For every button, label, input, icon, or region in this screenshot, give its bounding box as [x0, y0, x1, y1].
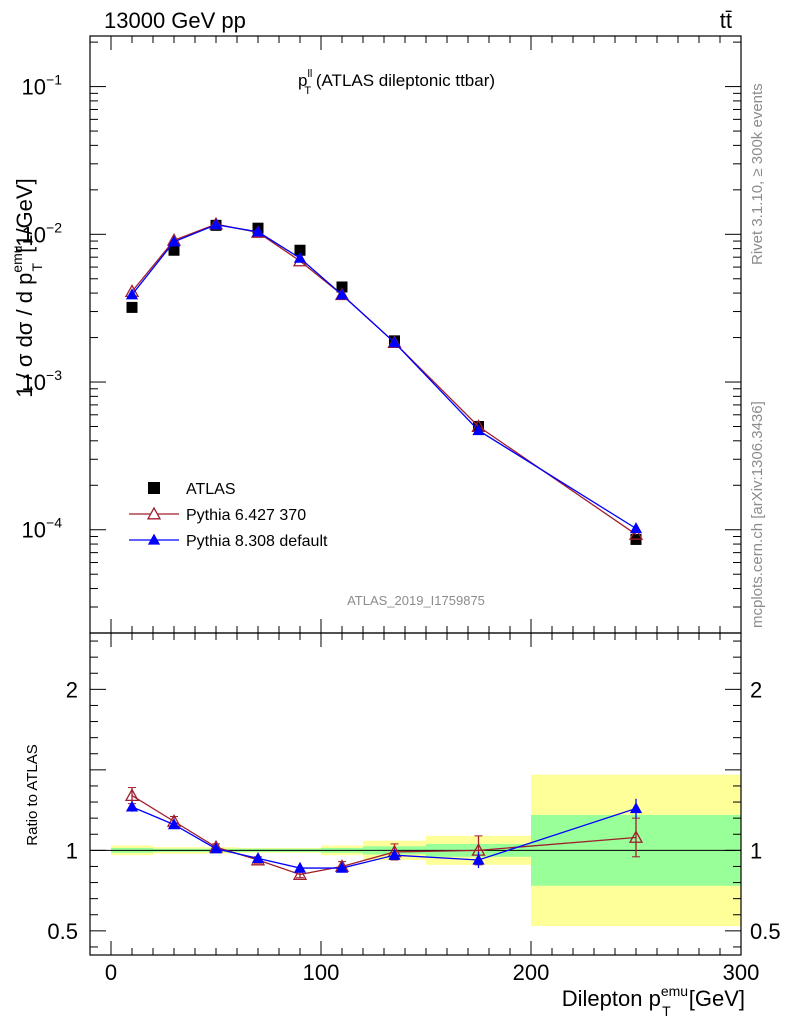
ratio-y-tick-label-left: 0.5 — [47, 919, 78, 944]
ratio-pythia8-point — [167, 818, 181, 830]
legend-pythia6-marker — [146, 506, 162, 520]
ratio-pythia6-point — [292, 867, 308, 880]
ratio-pythia8-point — [472, 853, 485, 865]
pythia8-point — [293, 251, 307, 263]
x-axis-label-rest: [GeV] — [683, 986, 745, 1011]
ratio-pythia8-point — [388, 848, 401, 860]
header-left: 13000 GeV pp — [104, 8, 246, 33]
ratio-y-tick-label-left: 1 — [66, 838, 78, 863]
x-axis-label-sup: emu — [661, 983, 688, 999]
legend-label: Pythia 6.427 370 — [186, 507, 306, 524]
x-axis-label-sub: T — [662, 1003, 671, 1019]
ratio-panel: Ratio to ATLAS Dilepton pemu T [GeV] 0 100… — [24, 632, 781, 1019]
legend-label: ATLAS — [186, 481, 236, 498]
x-tick-label: 200 — [513, 960, 550, 985]
ratio-pythia8-point — [125, 800, 139, 812]
ratio-y-tick-label-right: 2 — [750, 677, 762, 702]
main-title-sup: ll — [307, 68, 312, 80]
pythia8-point — [388, 336, 401, 348]
ratio-pythia8-point — [251, 852, 265, 864]
x-axis-label-main: Dilepton p — [562, 986, 661, 1011]
ratio-pythia8-point — [335, 861, 349, 873]
ratio-pythia6-point — [124, 788, 140, 802]
x-tick-label: 100 — [303, 960, 340, 985]
ratio-y-tick-label-right: 0.5 — [750, 919, 781, 944]
ratio-y-tick-label-left: 2 — [66, 677, 78, 702]
main-ylabel: 1 / σ dσ / d pemu T[1/GeV] — [9, 178, 45, 397]
main-title-rest: (ATLAS dileptonic ttbar) — [311, 71, 495, 90]
x-tick-label: 0 — [105, 960, 117, 985]
y-tick-label: 10−3 — [22, 367, 63, 395]
y-tick-label: 10−4 — [22, 515, 63, 543]
main-title-sub: T — [304, 85, 311, 97]
ratio-pythia6-point — [628, 830, 644, 843]
ratio-frame — [89, 632, 742, 956]
pythia8-point — [209, 218, 223, 230]
x-tick-label: 300 — [723, 960, 760, 985]
main-title: pll T (ATLAS dileptonic ttbar) — [298, 68, 495, 97]
y-tick-label: 10−1 — [22, 72, 63, 100]
legend-label: Pythia 8.308 default — [186, 533, 328, 550]
atlas-point — [126, 301, 138, 313]
pythia8-point — [472, 424, 485, 436]
legend-atlas-marker — [148, 482, 160, 494]
pythia8-point — [335, 288, 349, 300]
atlas-point — [294, 244, 306, 256]
pythia8-point — [167, 235, 181, 247]
legend-pythia8-marker — [147, 533, 161, 545]
pythia8-point — [125, 288, 139, 300]
header-right: tt̄ — [720, 8, 732, 33]
mcplots-label: mcplots.cern.ch [arXiv:1306.3436] — [749, 401, 766, 628]
watermark: ATLAS_2019_I1759875 — [347, 593, 485, 608]
pythia6-point — [628, 527, 644, 540]
pythia8-point — [251, 225, 265, 237]
main-panel: ATLAS_2019_I1759875 pll T (ATLAS dilepton… — [9, 35, 742, 634]
ratio-pythia8-point — [293, 861, 307, 873]
rivet-label: Rivet 3.1.10, ≥ 300k events — [749, 83, 766, 265]
atlas-point — [168, 244, 180, 256]
ratio-pythia8-point — [209, 842, 223, 854]
atlas-point — [336, 281, 348, 293]
y-tick-label: 10−2 — [22, 219, 63, 247]
main-title-main: p — [298, 71, 307, 90]
pythia8-point — [629, 522, 643, 534]
x-axis-label: Dilepton pemu T [GeV] — [562, 983, 745, 1019]
ratio-pythia8-point — [629, 802, 643, 814]
ratio-y-tick-label-right: 1 — [750, 838, 762, 863]
ratio-ylabel: Ratio to ATLAS — [24, 744, 41, 845]
